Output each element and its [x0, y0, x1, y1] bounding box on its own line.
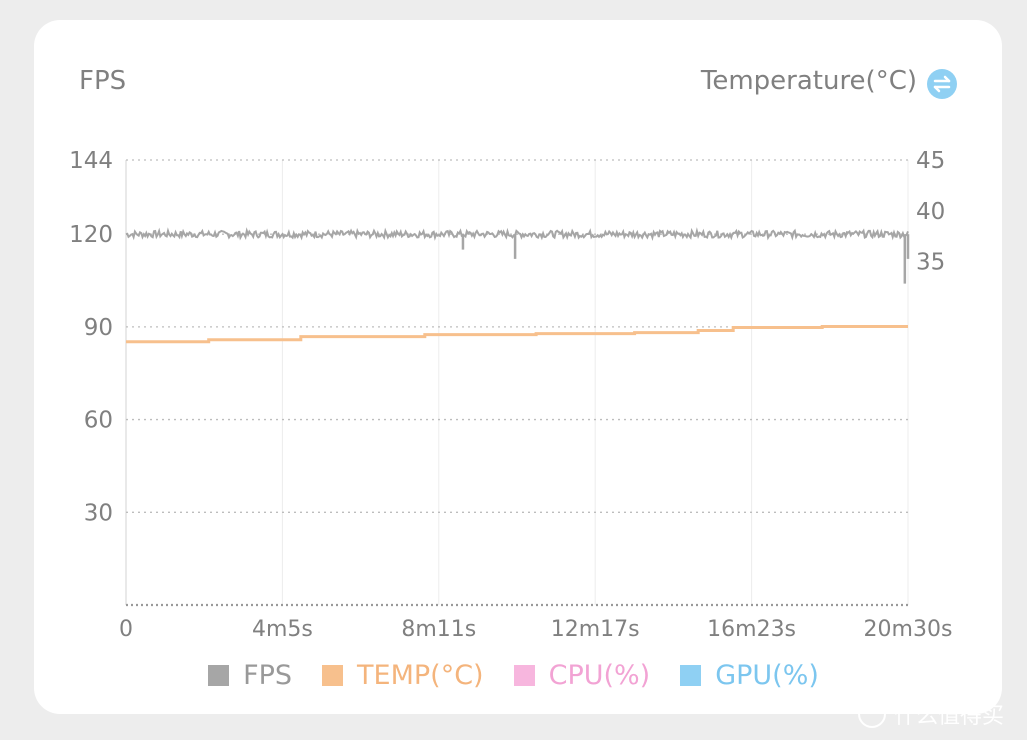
- legend-fps-label: FPS: [243, 660, 293, 691]
- y-right-tick-label: 35: [916, 250, 945, 276]
- legend-cpu-swatch: [513, 665, 535, 686]
- y-right-tick-label: 40: [916, 199, 945, 225]
- fps-series-line: [125, 227, 909, 242]
- legend-temp[interactable]: TEMP(°C): [322, 660, 484, 691]
- x-tick-label: 16m23s: [707, 617, 796, 642]
- y-left-tick-label: 60: [84, 408, 113, 434]
- y-left-tick-label: 30: [84, 500, 113, 526]
- y-left-tick-label: 144: [69, 148, 113, 174]
- right-axis-title: Temperature(°C): [700, 66, 917, 96]
- y-left-tick-label: 90: [84, 315, 113, 341]
- watermark: 什么值得买: [858, 698, 1004, 730]
- x-tick-label: 4m5s: [252, 617, 313, 642]
- temp-series-line: [126, 325, 908, 344]
- legend-gpu-swatch: [680, 665, 702, 686]
- legend: FPS TEMP(°C) CPU(%) GPU(%): [0, 660, 1027, 691]
- legend-gpu-label: GPU(%): [715, 660, 819, 691]
- legend-cpu-label: CPU(%): [548, 660, 651, 691]
- chart-card: [34, 20, 1002, 714]
- legend-fps-swatch: [208, 665, 230, 686]
- legend-temp-label: TEMP(°C): [357, 660, 484, 691]
- watermark-text: 什么值得买: [894, 704, 1005, 729]
- legend-temp-swatch: [322, 665, 344, 686]
- y-left-tick-label: 120: [69, 222, 113, 248]
- swap-arrows-icon[interactable]: [927, 69, 957, 99]
- legend-gpu[interactable]: GPU(%): [680, 660, 819, 691]
- x-tick-label: 8m11s: [401, 617, 476, 642]
- x-tick-label: 20m30s: [864, 617, 953, 642]
- legend-fps[interactable]: FPS: [208, 660, 292, 691]
- x-tick-label: 0: [119, 617, 133, 642]
- watermark-logo-icon: [858, 700, 886, 728]
- y-right-tick-label: 45: [916, 148, 945, 174]
- x-tick-label: 12m17s: [551, 617, 640, 642]
- legend-cpu[interactable]: CPU(%): [513, 660, 651, 691]
- left-axis-title: FPS: [79, 66, 127, 96]
